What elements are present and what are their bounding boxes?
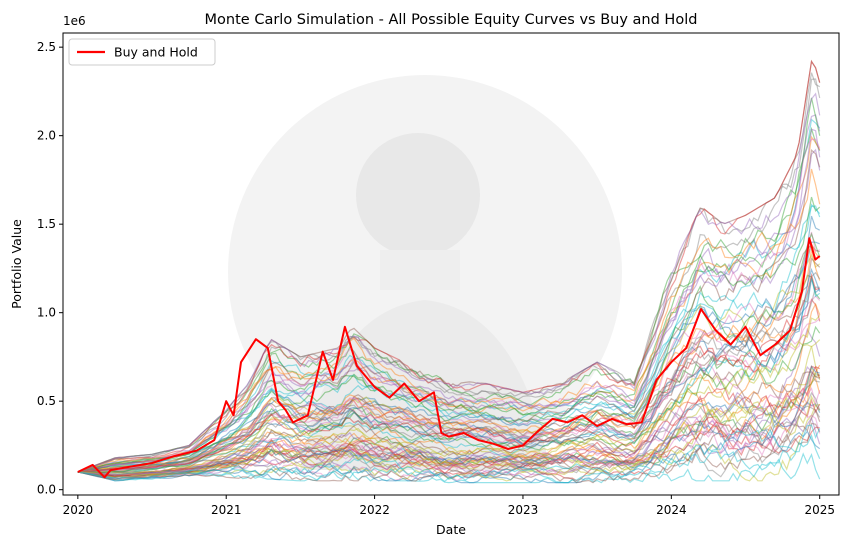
chart-title: Monte Carlo Simulation - All Possible Eq… <box>205 12 698 28</box>
x-tick-label: 2024 <box>656 503 687 517</box>
simulation-curve <box>77 365 820 475</box>
simulation-curve <box>77 372 820 474</box>
simulation-curve <box>77 372 820 478</box>
background-photo <box>228 75 622 470</box>
simulation-curve <box>77 241 821 473</box>
simulation-curve <box>77 215 820 473</box>
simulation-curve <box>77 365 820 476</box>
legend-box <box>68 38 216 66</box>
buy-and-hold-series <box>77 237 821 479</box>
simulation-curve <box>77 128 821 473</box>
y-tick-label: 0.5 <box>37 394 56 408</box>
x-axis: 2020 2021 2022 2023 2024 2025 <box>63 495 835 517</box>
x-axis-label: Date <box>436 522 466 537</box>
simulation-curve <box>77 118 821 473</box>
simulation-curve <box>77 114 821 473</box>
simulation-curve <box>77 168 821 473</box>
y-tick-label: 2.5 <box>37 40 56 54</box>
buy-and-hold-line <box>77 237 821 479</box>
simulation-curve <box>77 295 821 473</box>
y-tick-label: 1.0 <box>37 306 56 320</box>
simulation-curve <box>77 365 821 478</box>
simulation-curve <box>77 452 821 484</box>
simulation-curves <box>77 59 821 484</box>
simulation-curve <box>77 405 821 480</box>
simulation-curve <box>77 248 821 473</box>
simulation-curve <box>77 398 821 482</box>
simulation-curve <box>77 231 820 473</box>
simulation-curve <box>77 416 821 480</box>
simulation-curve <box>77 302 821 476</box>
simulation-curve <box>77 327 821 476</box>
simulation-curve <box>77 148 821 473</box>
x-tick-label: 2021 <box>211 503 242 517</box>
simulation-curve <box>77 59 821 473</box>
simulation-curve <box>77 274 821 473</box>
simulation-curve <box>77 203 821 473</box>
simulation-curve <box>77 253 821 473</box>
simulation-curve <box>77 430 821 484</box>
simulation-curve <box>77 149 821 473</box>
y-offset-label: 1e6 <box>63 14 86 28</box>
simulation-curve <box>77 364 821 478</box>
simulation-curve <box>77 286 820 473</box>
simulation-curve <box>77 97 821 473</box>
simulation-curve <box>77 135 821 473</box>
simulation-curve <box>77 403 821 482</box>
simulation-curve <box>77 408 821 484</box>
simulation-curve <box>77 244 820 473</box>
x-tick-label: 2020 <box>63 503 94 517</box>
simulation-curve <box>77 395 821 476</box>
simulation-curve <box>77 339 821 473</box>
x-tick-label: 2022 <box>359 503 390 517</box>
x-tick-label: 2023 <box>508 503 539 517</box>
simulation-curve <box>77 278 821 473</box>
simulation-curve <box>77 365 820 474</box>
simulation-curve <box>77 394 820 477</box>
simulation-curve <box>77 277 821 474</box>
simulation-curve <box>77 138 821 473</box>
simulation-curve <box>77 365 820 478</box>
simulation-curve <box>77 126 821 473</box>
y-tick-label: 0.0 <box>37 483 56 497</box>
simulation-curve <box>77 365 820 478</box>
simulation-curve <box>77 72 820 473</box>
simulation-curve <box>77 196 821 473</box>
simulation-curve <box>77 315 821 474</box>
y-axis-label: Portfolio Value <box>9 219 24 309</box>
simulation-curve <box>77 377 821 477</box>
simulation-curve <box>77 399 821 476</box>
simulation-curve <box>77 391 821 478</box>
legend-entry-buy-and-hold: Buy and Hold <box>114 45 198 60</box>
simulation-curve <box>77 318 821 473</box>
simulation-curve <box>77 257 821 473</box>
y-axis: 0.0 0.5 1.0 1.5 2.0 2.5 <box>37 40 63 497</box>
simulation-curve <box>77 433 821 484</box>
simulation-curve <box>77 78 821 473</box>
simulation-curve <box>77 422 821 479</box>
simulation-curve <box>77 345 821 477</box>
x-tick-label: 2025 <box>804 503 835 517</box>
simulation-curve <box>77 298 821 473</box>
legend: Buy and Hold <box>68 38 216 66</box>
y-tick-label: 1.5 <box>37 217 56 231</box>
simulation-curve <box>77 387 821 476</box>
simulation-curve <box>77 424 821 483</box>
simulation-curve <box>77 394 820 477</box>
simulation-curve <box>77 267 821 473</box>
y-tick-label: 2.0 <box>37 129 56 143</box>
plot-frame <box>62 32 840 496</box>
simulation-curve <box>77 59 821 473</box>
simulation-curve <box>77 325 821 474</box>
simulation-curve <box>77 405 821 482</box>
simulation-curve <box>77 272 820 473</box>
simulation-curve <box>77 92 821 473</box>
